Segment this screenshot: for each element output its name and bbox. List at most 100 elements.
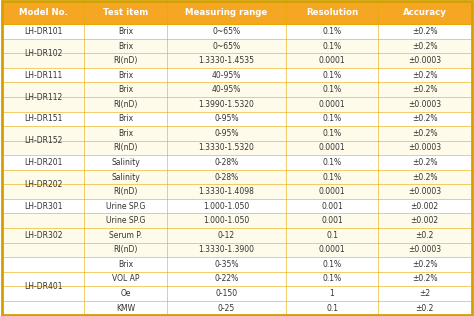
Text: LH-DR152: LH-DR152 xyxy=(24,136,63,145)
Text: ±2: ±2 xyxy=(419,289,430,298)
Text: 1.3330-1.5320: 1.3330-1.5320 xyxy=(199,143,255,152)
Text: Salinity: Salinity xyxy=(111,158,140,167)
Text: 0-35%: 0-35% xyxy=(214,260,239,269)
Text: 40-95%: 40-95% xyxy=(212,85,241,94)
Bar xyxy=(2,243,472,257)
Text: 0-95%: 0-95% xyxy=(214,129,239,138)
Bar xyxy=(2,39,472,53)
Text: 0.1%: 0.1% xyxy=(322,42,342,51)
Text: ±0.2%: ±0.2% xyxy=(412,158,438,167)
Text: ±0.0003: ±0.0003 xyxy=(408,56,441,65)
Text: ±0.2: ±0.2 xyxy=(416,304,434,313)
Text: 0.1%: 0.1% xyxy=(322,275,342,283)
Text: 0.1%: 0.1% xyxy=(322,71,342,80)
Text: 0.1: 0.1 xyxy=(326,231,338,240)
Text: 1.000-1.050: 1.000-1.050 xyxy=(203,202,250,211)
Text: 0-22%: 0-22% xyxy=(214,275,238,283)
Bar xyxy=(2,170,472,184)
Text: 0-28%: 0-28% xyxy=(214,173,238,182)
Bar xyxy=(2,214,472,228)
Text: 0.1%: 0.1% xyxy=(322,260,342,269)
Text: 1.3330-1.3900: 1.3330-1.3900 xyxy=(199,245,255,254)
Text: 0~65%: 0~65% xyxy=(212,27,240,36)
Text: ±0.2%: ±0.2% xyxy=(412,260,438,269)
Text: Test item: Test item xyxy=(103,8,148,17)
Text: RI(nD): RI(nD) xyxy=(113,245,138,254)
Bar xyxy=(2,126,472,141)
Text: LH-DR301: LH-DR301 xyxy=(24,202,63,211)
Text: 40-95%: 40-95% xyxy=(212,71,241,80)
Text: ±0.2%: ±0.2% xyxy=(412,27,438,36)
Text: Resolution: Resolution xyxy=(306,8,358,17)
Text: 1.3330-1.4098: 1.3330-1.4098 xyxy=(199,187,255,196)
Text: ±0.2%: ±0.2% xyxy=(412,42,438,51)
Text: LH-DR112: LH-DR112 xyxy=(24,93,63,101)
Text: RI(nD): RI(nD) xyxy=(113,143,138,152)
Text: ±0.002: ±0.002 xyxy=(410,202,439,211)
Bar xyxy=(2,184,472,199)
Text: 0~65%: 0~65% xyxy=(212,42,240,51)
Text: Accuracy: Accuracy xyxy=(403,8,447,17)
Bar xyxy=(2,97,472,112)
Text: 0.0001: 0.0001 xyxy=(319,143,346,152)
Text: 1.000-1.050: 1.000-1.050 xyxy=(203,216,250,225)
Text: Model No.: Model No. xyxy=(19,8,68,17)
Text: ±0.2%: ±0.2% xyxy=(412,85,438,94)
Text: Oe: Oe xyxy=(120,289,131,298)
Text: LH-DR101: LH-DR101 xyxy=(24,27,63,36)
Text: 0.1%: 0.1% xyxy=(322,158,342,167)
Text: ±0.2%: ±0.2% xyxy=(412,114,438,123)
Text: 0.0001: 0.0001 xyxy=(319,245,346,254)
Text: ±0.0003: ±0.0003 xyxy=(408,187,441,196)
Bar xyxy=(2,24,472,39)
Text: 1.3330-1.4535: 1.3330-1.4535 xyxy=(199,56,255,65)
Text: Urine SP.G: Urine SP.G xyxy=(106,216,145,225)
Text: Brix: Brix xyxy=(118,85,133,94)
Text: Brix: Brix xyxy=(118,260,133,269)
Bar xyxy=(2,257,472,272)
Text: LH-DR201: LH-DR201 xyxy=(24,158,63,167)
Text: Salinity: Salinity xyxy=(111,173,140,182)
Bar xyxy=(2,1,472,24)
Text: ±0.002: ±0.002 xyxy=(410,216,439,225)
Text: ±0.0003: ±0.0003 xyxy=(408,100,441,109)
Text: LH-DR302: LH-DR302 xyxy=(24,231,63,240)
Bar xyxy=(2,272,472,286)
Text: ±0.2: ±0.2 xyxy=(416,231,434,240)
Text: LH-DR202: LH-DR202 xyxy=(24,180,63,189)
Bar xyxy=(2,301,472,315)
Text: LH-DR151: LH-DR151 xyxy=(24,114,63,123)
Bar xyxy=(2,82,472,97)
Bar xyxy=(2,53,472,68)
Text: 0.1: 0.1 xyxy=(326,304,338,313)
Text: RI(nD): RI(nD) xyxy=(113,100,138,109)
Text: Brix: Brix xyxy=(118,129,133,138)
Text: ±0.0003: ±0.0003 xyxy=(408,143,441,152)
Bar xyxy=(2,68,472,82)
Text: Urine SP.G: Urine SP.G xyxy=(106,202,145,211)
Bar xyxy=(2,141,472,155)
Text: 0-28%: 0-28% xyxy=(214,158,238,167)
Text: Brix: Brix xyxy=(118,114,133,123)
Text: LH-DR111: LH-DR111 xyxy=(24,71,63,80)
Text: 0-12: 0-12 xyxy=(218,231,235,240)
Bar xyxy=(2,155,472,170)
Text: ±0.2%: ±0.2% xyxy=(412,275,438,283)
Text: ±0.2%: ±0.2% xyxy=(412,173,438,182)
Text: 0-95%: 0-95% xyxy=(214,114,239,123)
Bar xyxy=(2,228,472,243)
Text: ±0.0003: ±0.0003 xyxy=(408,245,441,254)
Text: Brix: Brix xyxy=(118,71,133,80)
Text: 1.3990-1.5320: 1.3990-1.5320 xyxy=(199,100,255,109)
Bar xyxy=(2,199,472,214)
Text: 0.1%: 0.1% xyxy=(322,114,342,123)
Text: 0.001: 0.001 xyxy=(321,202,343,211)
Text: Brix: Brix xyxy=(118,27,133,36)
Text: Measuring range: Measuring range xyxy=(185,8,267,17)
Text: 0.0001: 0.0001 xyxy=(319,56,346,65)
Text: 0.1%: 0.1% xyxy=(322,85,342,94)
Text: LH-DR102: LH-DR102 xyxy=(24,49,63,58)
Text: 0.0001: 0.0001 xyxy=(319,100,346,109)
Bar xyxy=(2,286,472,301)
Text: ±0.2%: ±0.2% xyxy=(412,129,438,138)
